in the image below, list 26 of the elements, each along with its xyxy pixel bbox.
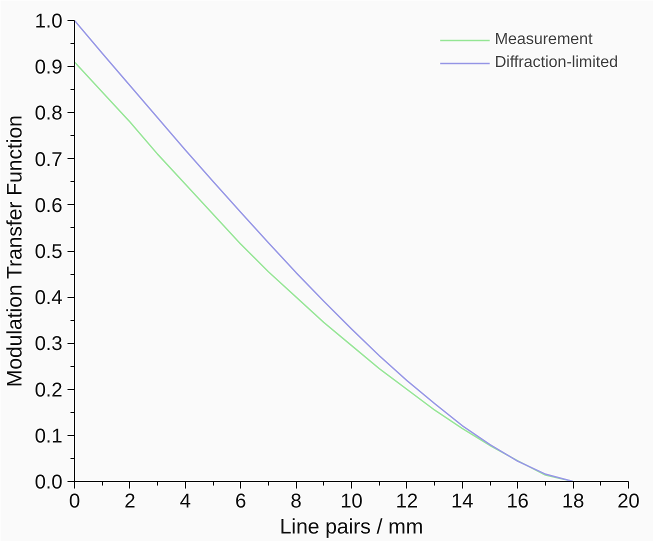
x-tick-label: 16 [506, 490, 529, 512]
y-tick-label: 0.4 [34, 287, 63, 310]
x-tick-label: 20 [617, 490, 640, 512]
y-tick-label: 0.7 [34, 148, 63, 171]
legend-label: Measurement [494, 31, 593, 49]
x-tick-label: 4 [180, 490, 191, 512]
x-axis-title: Line pairs / mm [280, 516, 424, 538]
x-tick-label: 10 [340, 490, 363, 512]
legend-label: Diffraction-limited [494, 54, 618, 72]
text: 1.0 [34, 10, 63, 32]
y-tick-label: 0.2 [34, 379, 63, 402]
y-tick-label: 0.1 [34, 425, 63, 448]
x-tick-label: 6 [235, 490, 246, 512]
x-tick-label: 18 [562, 490, 584, 512]
y-tick-label: 0.6 [34, 194, 63, 217]
x-tick-label: 8 [290, 490, 302, 512]
y-tick-label: 0.9 [34, 56, 63, 79]
y-tick-label: 0.5 [34, 241, 63, 263]
x-tick-label: 2 [124, 490, 136, 512]
x-tick-label: 12 [396, 490, 418, 512]
x-tick-label: 0 [68, 490, 80, 512]
text: 0.0 [34, 472, 63, 494]
y-tick-label: 0.8 [34, 102, 63, 125]
x-tick-label: 14 [451, 490, 474, 512]
y-axis-title: Modulation Transfer Function [4, 115, 27, 388]
y-tick-label: 0.3 [34, 333, 63, 356]
